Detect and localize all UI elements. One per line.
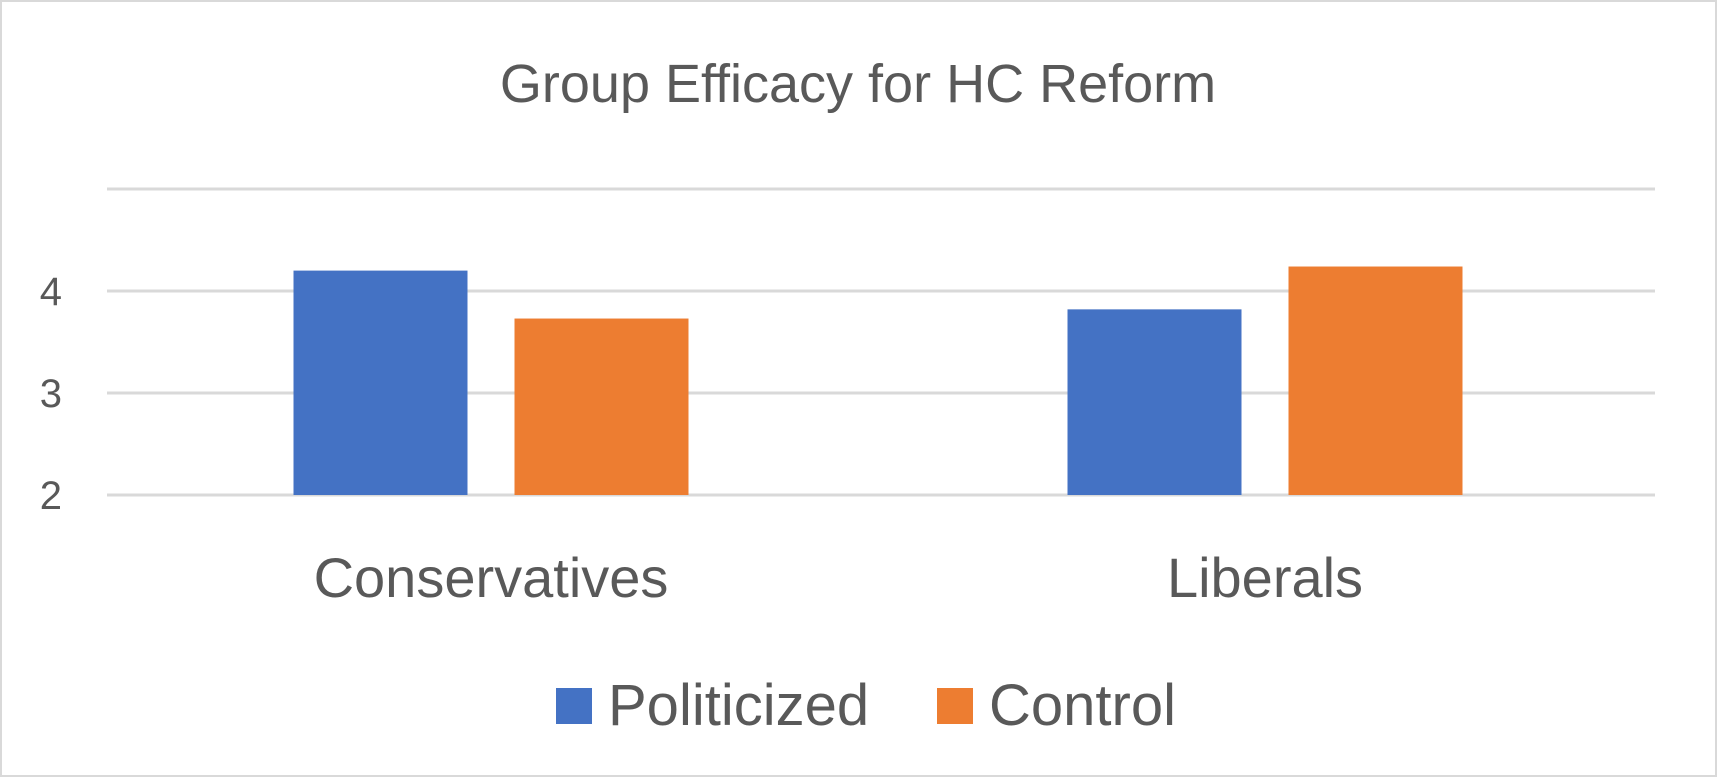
chart-title: Group Efficacy for HC Reform	[500, 54, 1216, 114]
y-tick-label: 3	[40, 372, 62, 416]
y-axis-ticks: 2 3 4	[40, 270, 62, 518]
x-axis-categories: Conservatives Liberals	[314, 546, 1363, 609]
category-label: Conservatives	[314, 546, 669, 609]
category-label: Liberals	[1167, 546, 1363, 609]
bar-politicized-conservatives	[293, 270, 468, 495]
bars	[293, 266, 1463, 495]
legend: Politicized Control	[556, 673, 1176, 738]
legend-swatch-politicized	[556, 688, 592, 724]
legend-label-control: Control	[989, 673, 1176, 738]
y-tick-label: 4	[40, 270, 62, 314]
bar-control-conservatives	[514, 318, 689, 495]
bar-politicized-liberals	[1067, 309, 1242, 495]
legend-label-politicized: Politicized	[608, 673, 869, 738]
legend-swatch-control	[937, 688, 973, 724]
bar-control-liberals	[1288, 266, 1463, 495]
y-tick-label: 2	[40, 474, 62, 518]
